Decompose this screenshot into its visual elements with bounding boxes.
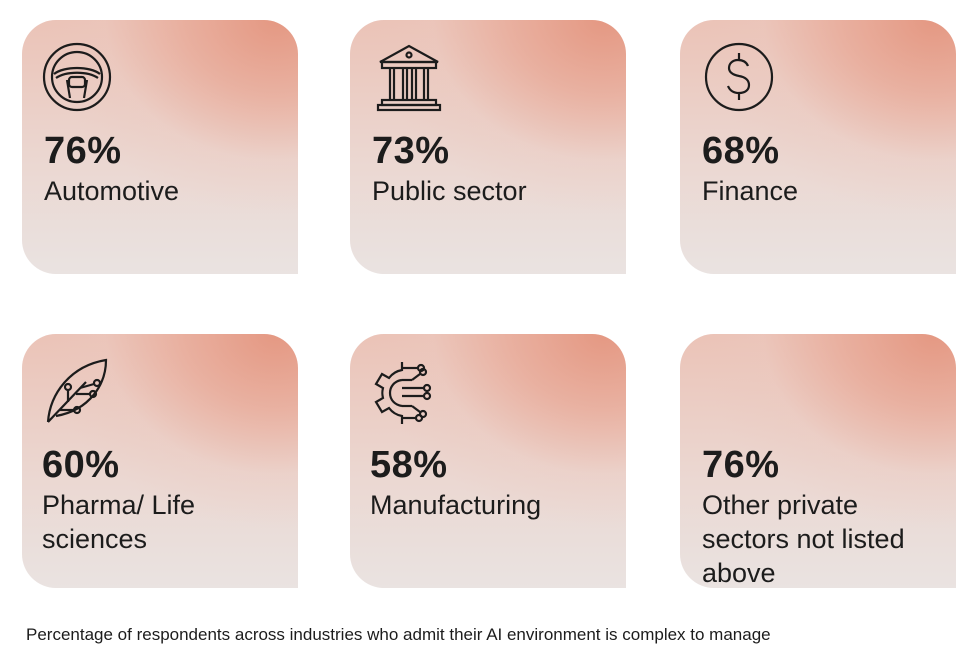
stat-card-other-private-sectors: 76% Other private sectors not listed abo… — [680, 334, 956, 588]
stat-card-public-sector: 73% Public sector — [350, 20, 626, 274]
stat-percent: 68% — [702, 130, 780, 172]
figure-caption: Percentage of respondents across industr… — [26, 625, 771, 644]
stat-label: Automotive — [44, 176, 180, 206]
stat-label: Manufacturing — [370, 490, 542, 520]
stat-card-manufacturing: 58% Manufacturing — [350, 334, 626, 588]
stat-label: Public sector — [372, 176, 527, 206]
stat-percent: 60% — [42, 444, 120, 486]
stat-card-finance: 68% Finance — [680, 20, 956, 274]
leaf-circuit-icon — [42, 354, 116, 428]
stat-percent: 76% — [44, 130, 122, 172]
stat-label: Other private sectors not listed above — [702, 490, 905, 588]
stat-card-pharma-life-sciences: 60% Pharma/ Life sciences — [22, 334, 298, 588]
steering-wheel-icon — [40, 40, 114, 114]
stat-percent: 76% — [702, 444, 780, 486]
dollar-coin-icon — [702, 40, 776, 114]
stat-percent: 73% — [372, 130, 450, 172]
gear-circuit-icon — [368, 354, 442, 428]
bank-building-icon — [372, 40, 446, 114]
stat-label: Pharma/ Life sciences — [42, 490, 196, 554]
stat-card-automotive: 76% Automotive — [22, 20, 298, 274]
stat-percent: 58% — [370, 444, 448, 486]
stat-label: Finance — [702, 176, 799, 206]
